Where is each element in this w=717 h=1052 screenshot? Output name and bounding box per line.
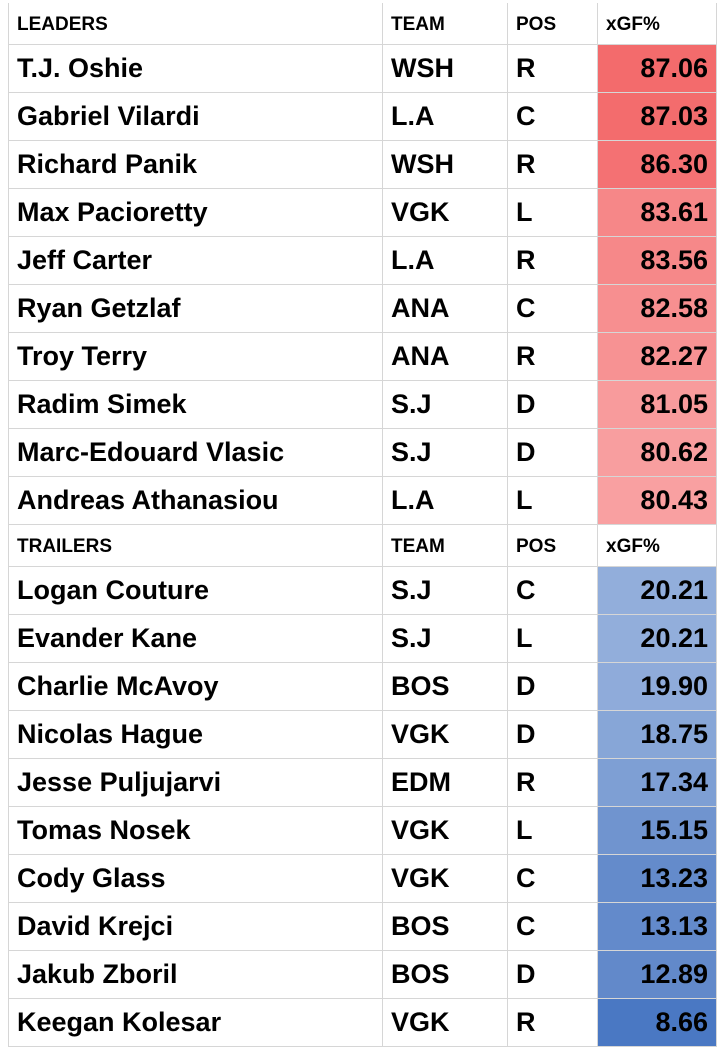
position: R [508,45,598,93]
player-name: T.J. Oshie [8,45,383,93]
player-name: Radim Simek [8,381,383,429]
team: L.A [383,477,508,525]
team: BOS [383,903,508,951]
position: D [508,951,598,999]
xgf-percent: 81.05 [598,381,717,429]
xgf-percent: 20.21 [598,567,717,615]
team: L.A [383,93,508,141]
column-header: xGF% [598,3,717,45]
player-name: Jesse Puljujarvi [8,759,383,807]
player-name: Troy Terry [8,333,383,381]
team: VGK [383,807,508,855]
xgf-percent: 80.43 [598,477,717,525]
team: S.J [383,615,508,663]
position: R [508,759,598,807]
xgf-percent: 82.27 [598,333,717,381]
xgf-percent: 18.75 [598,711,717,759]
xgf-percent: 80.62 [598,429,717,477]
team: ANA [383,333,508,381]
position: D [508,429,598,477]
player-name: Jeff Carter [8,237,383,285]
player-name: Nicolas Hague [8,711,383,759]
team: VGK [383,189,508,237]
team: WSH [383,141,508,189]
player-name: Ryan Getzlaf [8,285,383,333]
team: VGK [383,711,508,759]
xgf-percent: 13.23 [598,855,717,903]
player-name: Marc-Edouard Vlasic [8,429,383,477]
position: D [508,663,598,711]
position: C [508,567,598,615]
column-header: TEAM [383,3,508,45]
xgf-percent: 87.03 [598,93,717,141]
player-name: Cody Glass [8,855,383,903]
team: WSH [383,45,508,93]
team: BOS [383,663,508,711]
player-name: Jakub Zboril [8,951,383,999]
column-header: TEAM [383,525,508,567]
column-header: TRAILERS [8,525,383,567]
player-name: Andreas Athanasiou [8,477,383,525]
xgf-percent: 19.90 [598,663,717,711]
xgf-percent: 15.15 [598,807,717,855]
player-name: Evander Kane [8,615,383,663]
position: L [508,615,598,663]
xgf-percent: 13.13 [598,903,717,951]
position: C [508,285,598,333]
player-name: Charlie McAvoy [8,663,383,711]
team: S.J [383,567,508,615]
position: R [508,333,598,381]
player-name: Logan Couture [8,567,383,615]
xgf-percent: 17.34 [598,759,717,807]
position: R [508,999,598,1047]
column-header: POS [508,525,598,567]
column-header: POS [508,3,598,45]
position: C [508,93,598,141]
column-header: LEADERS [8,3,383,45]
position: R [508,237,598,285]
team: S.J [383,429,508,477]
player-name: Tomas Nosek [8,807,383,855]
player-name: Keegan Kolesar [8,999,383,1047]
position: D [508,381,598,429]
xgf-percent: 82.58 [598,285,717,333]
xgf-percent: 12.89 [598,951,717,999]
xgf-percent: 83.61 [598,189,717,237]
team: BOS [383,951,508,999]
position: L [508,477,598,525]
player-name: David Krejci [8,903,383,951]
position: D [508,711,598,759]
team: ANA [383,285,508,333]
team: EDM [383,759,508,807]
player-name: Richard Panik [8,141,383,189]
xgf-percent: 8.66 [598,999,717,1047]
position: L [508,807,598,855]
position: C [508,855,598,903]
xgf-percent: 87.06 [598,45,717,93]
player-name: Gabriel Vilardi [8,93,383,141]
xgf-percent: 20.21 [598,615,717,663]
team: VGK [383,855,508,903]
team: S.J [383,381,508,429]
xgf-percent: 86.30 [598,141,717,189]
column-header: xGF% [598,525,717,567]
position: R [508,141,598,189]
team: VGK [383,999,508,1047]
team: L.A [383,237,508,285]
player-name: Max Pacioretty [8,189,383,237]
xgf-percent: 83.56 [598,237,717,285]
position: C [508,903,598,951]
position: L [508,189,598,237]
